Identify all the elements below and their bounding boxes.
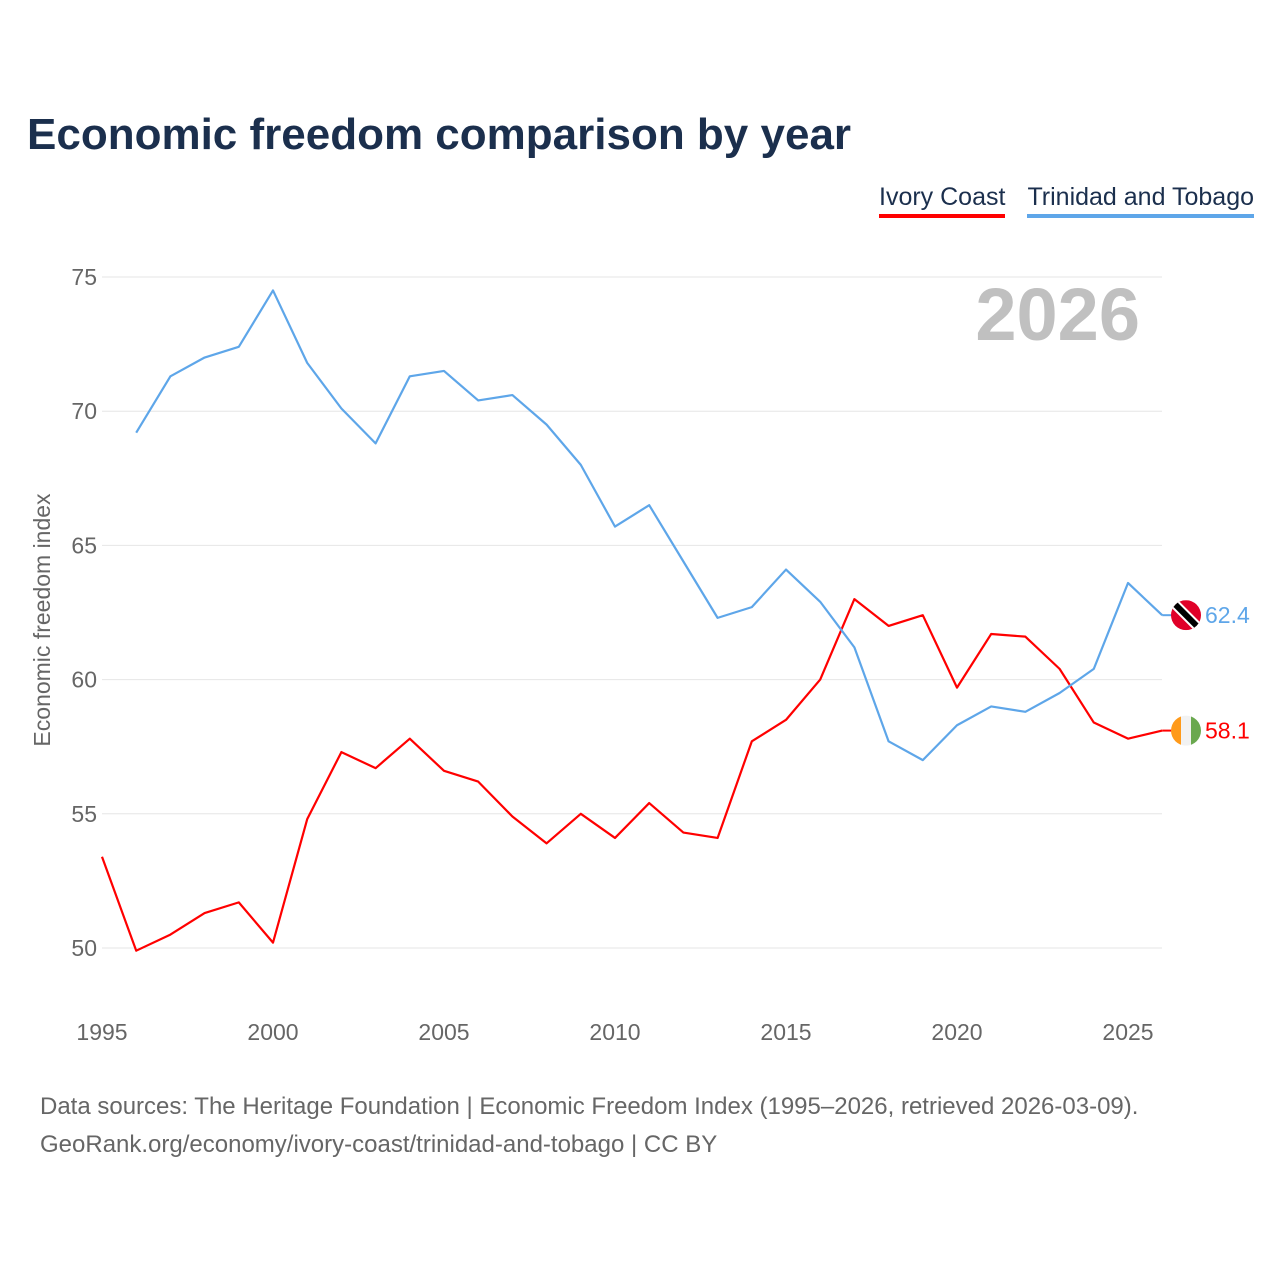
data-point[interactable] <box>473 395 483 405</box>
data-point[interactable] <box>884 736 894 746</box>
data-point[interactable] <box>918 755 928 765</box>
data-point[interactable] <box>302 814 312 824</box>
x-tick-label: 2015 <box>760 1019 811 1045</box>
chart-title: Economic freedom comparison by year <box>27 110 852 159</box>
data-point[interactable] <box>268 938 278 948</box>
x-tick-label: 2020 <box>931 1019 982 1045</box>
x-tick-label: 2005 <box>418 1019 469 1045</box>
data-point[interactable] <box>234 342 244 352</box>
data-point[interactable] <box>849 594 859 604</box>
source-line-1: Data sources: The Heritage Foundation | … <box>40 1093 1139 1120</box>
end-value-label: 58.1 <box>1205 718 1250 744</box>
series-line-trinidad-and-tobago[interactable] <box>135 289 1163 762</box>
end-value-label: 62.4 <box>1205 602 1250 628</box>
data-point[interactable] <box>507 390 517 400</box>
source-line-2[interactable]: GeoRank.org/economy/ivory-coast/trinidad… <box>40 1131 718 1158</box>
data-point[interactable] <box>644 798 654 808</box>
data-point[interactable] <box>986 629 996 639</box>
data-point[interactable] <box>576 809 586 819</box>
data-point[interactable] <box>268 285 278 295</box>
data-point[interactable] <box>781 565 791 575</box>
data-point[interactable] <box>234 897 244 907</box>
data-point[interactable] <box>439 766 449 776</box>
data-point[interactable] <box>165 371 175 381</box>
data-point[interactable] <box>473 777 483 787</box>
y-tick-label: 60 <box>71 667 97 693</box>
y-tick-label: 55 <box>71 801 97 827</box>
data-point[interactable] <box>678 828 688 838</box>
trinidad-flag-icon <box>1171 600 1201 631</box>
data-point[interactable] <box>815 597 825 607</box>
data-point[interactable] <box>781 715 791 725</box>
data-point[interactable] <box>713 833 723 843</box>
data-point[interactable] <box>644 500 654 510</box>
data-point[interactable] <box>405 734 415 744</box>
data-point[interactable] <box>1089 664 1099 674</box>
data-point[interactable] <box>747 736 757 746</box>
data-point[interactable] <box>1157 610 1167 620</box>
data-point[interactable] <box>815 675 825 685</box>
line-chart: 2026 Economic freedom index 50 55 60 65 70 75… <box>29 264 1250 1045</box>
data-point[interactable] <box>200 353 210 363</box>
legend: Ivory Coast Trinidad and Tobago <box>879 183 1254 218</box>
data-point[interactable] <box>1123 734 1133 744</box>
data-point[interactable] <box>952 683 962 693</box>
data-point[interactable] <box>302 358 312 368</box>
data-point[interactable] <box>952 720 962 730</box>
data-point[interactable] <box>849 642 859 652</box>
year-watermark: 2026 <box>975 273 1140 356</box>
data-point[interactable] <box>1123 578 1133 588</box>
data-point[interactable] <box>131 946 141 956</box>
data-point[interactable] <box>884 621 894 631</box>
data-point[interactable] <box>405 371 415 381</box>
data-point[interactable] <box>610 522 620 532</box>
data-point[interactable] <box>1055 664 1065 674</box>
data-point[interactable] <box>336 404 346 414</box>
y-tick-label: 70 <box>71 398 97 424</box>
data-point[interactable] <box>371 438 381 448</box>
ivory-coast-flag-icon <box>1171 715 1201 746</box>
data-point[interactable] <box>336 747 346 757</box>
data-point[interactable] <box>986 701 996 711</box>
data-point[interactable] <box>678 557 688 567</box>
data-point[interactable] <box>507 811 517 821</box>
data-point[interactable] <box>918 610 928 620</box>
data-point[interactable] <box>165 930 175 940</box>
source-note: Data sources: The Heritage Foundation | … <box>40 1088 1138 1164</box>
data-point[interactable] <box>200 908 210 918</box>
data-point[interactable] <box>1157 726 1167 736</box>
legend-trinidad-and-tobago[interactable]: Trinidad and Tobago <box>1027 183 1254 218</box>
data-point[interactable] <box>1020 632 1030 642</box>
y-tick-label: 75 <box>71 264 97 290</box>
data-point[interactable] <box>713 613 723 623</box>
y-axis-label: Economic freedom index <box>29 493 55 747</box>
data-point[interactable] <box>542 420 552 430</box>
data-point[interactable] <box>1055 688 1065 698</box>
x-tick-label: 2025 <box>1102 1019 1153 1045</box>
data-point[interactable] <box>371 763 381 773</box>
x-tick-label: 1995 <box>76 1019 127 1045</box>
y-tick-label: 65 <box>71 532 97 558</box>
series-line-ivory-coast[interactable] <box>100 597 1163 952</box>
data-point[interactable] <box>542 838 552 848</box>
data-point[interactable] <box>1020 707 1030 717</box>
legend-ivory-coast[interactable]: Ivory Coast <box>879 183 1006 218</box>
data-point[interactable] <box>1089 718 1099 728</box>
data-point[interactable] <box>439 366 449 376</box>
data-point[interactable] <box>576 460 586 470</box>
data-point[interactable] <box>747 602 757 612</box>
x-tick-label: 2000 <box>247 1019 298 1045</box>
data-point[interactable] <box>610 833 620 843</box>
data-point[interactable] <box>131 428 141 438</box>
data-point[interactable] <box>97 852 107 862</box>
y-tick-label: 50 <box>71 935 97 961</box>
x-tick-label: 2010 <box>589 1019 640 1045</box>
